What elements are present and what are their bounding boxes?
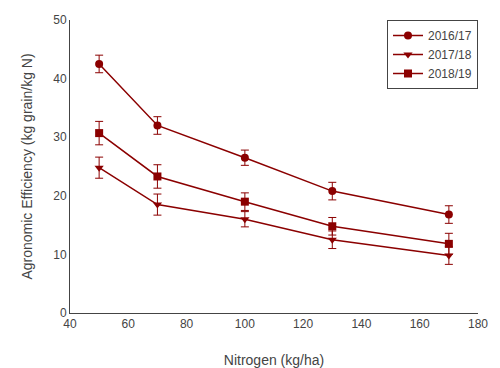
svg-text:60: 60 bbox=[122, 317, 136, 331]
svg-text:50: 50 bbox=[53, 13, 67, 27]
svg-text:0: 0 bbox=[60, 306, 67, 320]
svg-text:180: 180 bbox=[468, 317, 488, 331]
svg-text:10: 10 bbox=[53, 248, 67, 262]
svg-text:100: 100 bbox=[235, 317, 255, 331]
svg-text:2018/19: 2018/19 bbox=[428, 67, 472, 81]
svg-text:160: 160 bbox=[410, 317, 430, 331]
svg-text:80: 80 bbox=[180, 317, 194, 331]
svg-text:40: 40 bbox=[63, 317, 77, 331]
svg-text:20: 20 bbox=[53, 189, 67, 203]
svg-text:40: 40 bbox=[53, 72, 67, 86]
svg-text:2017/18: 2017/18 bbox=[428, 48, 472, 62]
svg-text:120: 120 bbox=[293, 317, 313, 331]
svg-text:30: 30 bbox=[53, 130, 67, 144]
svg-text:2016/17: 2016/17 bbox=[428, 29, 472, 43]
svg-text:Agronomic Efficiency (kg grain: Agronomic Efficiency (kg grain/kg N) bbox=[19, 53, 35, 279]
svg-text:Nitrogen (kg/ha): Nitrogen (kg/ha) bbox=[224, 352, 324, 368]
svg-text:140: 140 bbox=[351, 317, 371, 331]
